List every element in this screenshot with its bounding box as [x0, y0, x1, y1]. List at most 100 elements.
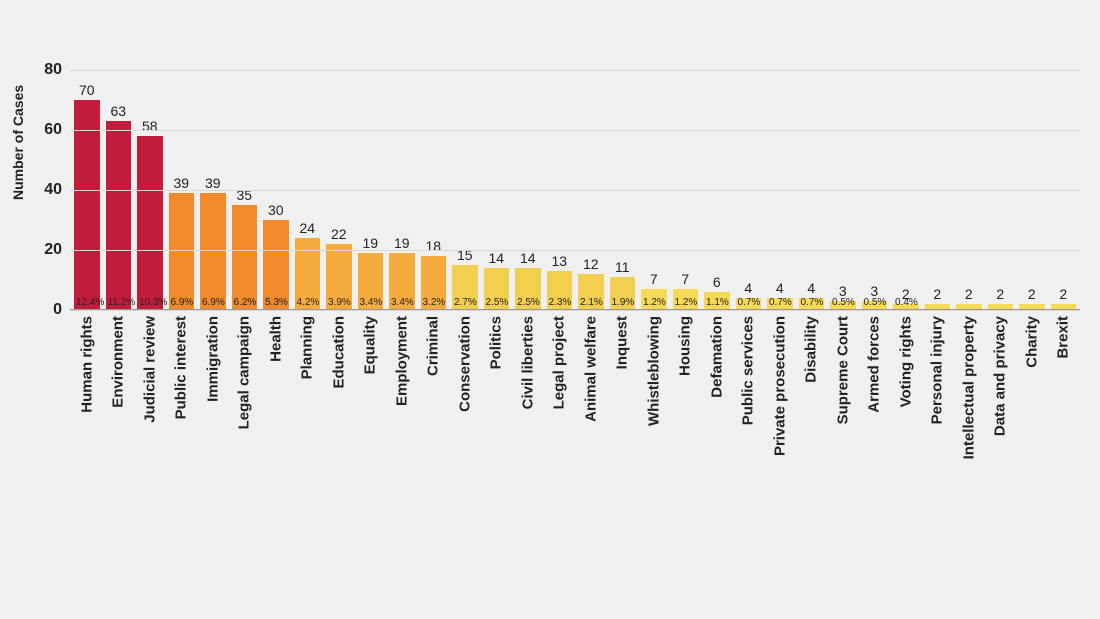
- bar-value-label: 39: [173, 175, 189, 191]
- bar: 305.3%: [263, 220, 289, 310]
- category-label: Criminal: [425, 316, 442, 376]
- bar-value-label: 11: [615, 259, 630, 275]
- bar-pct-label: 2.5%: [486, 297, 509, 308]
- bar: 122.1%: [578, 274, 604, 310]
- bar-value-label: 14: [520, 250, 536, 266]
- category-label: Education: [330, 316, 347, 389]
- category-label: Human rights: [78, 316, 95, 413]
- bar-value-label: 19: [394, 235, 410, 251]
- bar: 6311.2%: [106, 121, 132, 310]
- category-label: Disability: [803, 316, 820, 383]
- bar-value-label: 19: [362, 235, 378, 251]
- bar: 142.5%: [484, 268, 510, 310]
- category-label: Inquest: [614, 316, 631, 369]
- category-label: Conservation: [456, 316, 473, 412]
- y-tick-label: 40: [22, 181, 62, 199]
- category-label: Voting rights: [897, 316, 914, 407]
- bar: 7012.4%: [74, 100, 100, 310]
- bar-pct-label: 1.1%: [706, 297, 729, 308]
- bar-value-label: 7: [650, 271, 658, 287]
- category-label: Environment: [110, 316, 127, 408]
- bar-value-label: 24: [299, 220, 315, 236]
- bar: 111.9%: [610, 277, 636, 310]
- bar-pct-label: 2.5%: [517, 297, 540, 308]
- bar-pct-label: 0.7%: [801, 297, 824, 308]
- bar-value-label: 2: [1059, 286, 1067, 302]
- bar-pct-label: 12.4%: [76, 297, 104, 308]
- y-tick-label: 80: [22, 61, 62, 79]
- bar-pct-label: 1.2%: [675, 297, 698, 308]
- grid-line: [70, 70, 1080, 71]
- bar-pct-label: 0.7%: [738, 297, 761, 308]
- bar-value-label: 39: [205, 175, 221, 191]
- bar: 142.5%: [515, 268, 541, 310]
- y-tick-label: 0: [22, 301, 62, 319]
- bar: 61.1%: [704, 292, 730, 310]
- bar-value-label: 3: [839, 283, 847, 299]
- grid-line: [70, 310, 1080, 311]
- plot-area: 7012.4%Human rights6311.2%Environment581…: [70, 70, 1080, 310]
- bar-value-label: 70: [79, 82, 95, 98]
- bar: 183.2%: [421, 256, 447, 310]
- category-label: Supreme Court: [834, 316, 851, 424]
- grid-line: [70, 250, 1080, 251]
- bar: 71.2%: [673, 289, 699, 310]
- bar: 356.2%: [232, 205, 258, 310]
- bar-value-label: 7: [681, 271, 689, 287]
- bar-value-label: 2: [933, 286, 941, 302]
- cases-bar-chart: Number of Cases 7012.4%Human rights6311.…: [0, 0, 1100, 619]
- bar-value-label: 22: [331, 226, 347, 242]
- bar: 223.9%: [326, 244, 352, 310]
- bar: 132.3%: [547, 271, 573, 310]
- category-label: Civil liberties: [519, 316, 536, 409]
- bar-value-label: 2: [965, 286, 973, 302]
- category-label: Animal welfare: [582, 316, 599, 422]
- bar-value-label: 4: [807, 280, 815, 296]
- category-label: Private prosecution: [771, 316, 788, 456]
- bar: 244.2%: [295, 238, 321, 310]
- category-label: Health: [267, 316, 284, 362]
- category-label: Public interest: [173, 316, 190, 419]
- bar: 5810.3%: [137, 136, 163, 310]
- category-label: Whistleblowing: [645, 316, 662, 426]
- category-label: Politics: [488, 316, 505, 369]
- category-label: Public services: [740, 316, 757, 425]
- bar-value-label: 30: [268, 202, 284, 218]
- category-label: Housing: [677, 316, 694, 376]
- bar: 396.9%: [200, 193, 226, 310]
- category-label: Planning: [299, 316, 316, 379]
- bar-pct-label: 3.2%: [423, 297, 446, 308]
- bar-pct-label: 1.2%: [643, 297, 666, 308]
- bar-pct-label: 0.7%: [769, 297, 792, 308]
- bar-pct-label: 6.9%: [171, 297, 194, 308]
- bar-value-label: 58: [142, 118, 158, 134]
- bar-pct-label: 2.3%: [549, 297, 572, 308]
- category-label: Personal injury: [929, 316, 946, 424]
- bar: 152.7%: [452, 265, 478, 310]
- bar-value-label: 63: [110, 103, 126, 119]
- bar-pct-label: 6.2%: [234, 297, 257, 308]
- category-label: Equality: [362, 316, 379, 374]
- y-tick-label: 20: [22, 241, 62, 259]
- bar-value-label: 13: [551, 253, 567, 269]
- y-tick-label: 60: [22, 121, 62, 139]
- grid-line: [70, 130, 1080, 131]
- category-label: Defamation: [708, 316, 725, 398]
- category-label: Intellectual property: [960, 316, 977, 459]
- bar: 193.4%: [389, 253, 415, 310]
- category-label: Employment: [393, 316, 410, 406]
- bar-pct-label: 11.2%: [108, 297, 136, 308]
- category-label: Legal project: [551, 316, 568, 409]
- bar: 193.4%: [358, 253, 384, 310]
- grid-line: [70, 190, 1080, 191]
- bar-pct-label: 3.4%: [391, 297, 414, 308]
- bar-pct-label: 2.1%: [580, 297, 603, 308]
- bar-value-label: 2: [996, 286, 1004, 302]
- bar-pct-label: 5.3%: [265, 297, 288, 308]
- category-label: Data and privacy: [992, 316, 1009, 436]
- bar-value-label: 2: [902, 286, 910, 302]
- category-label: Charity: [1023, 316, 1040, 368]
- bar-value-label: 12: [583, 256, 599, 272]
- bar-pct-label: 6.9%: [202, 297, 225, 308]
- category-label: Armed forces: [866, 316, 883, 413]
